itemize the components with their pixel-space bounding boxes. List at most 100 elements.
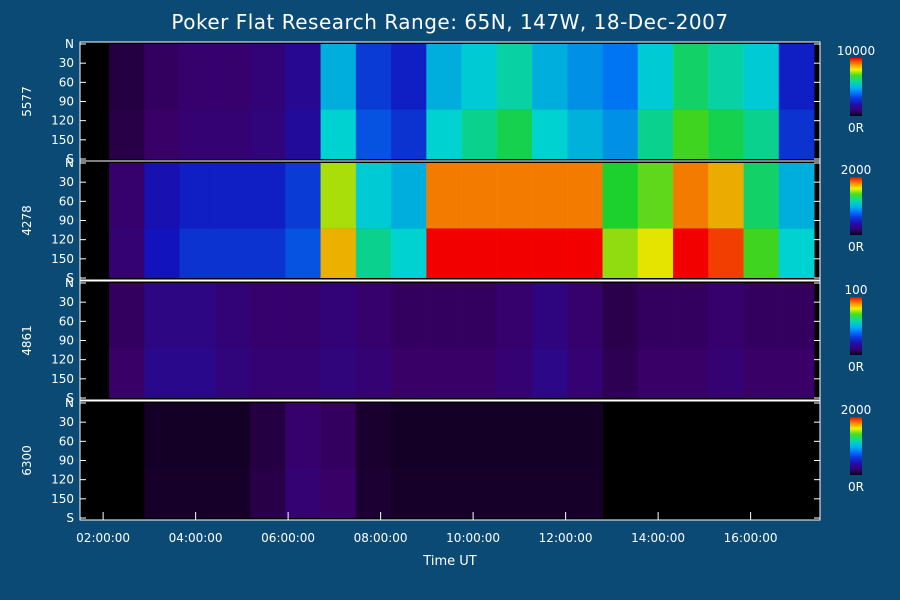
intensity-column bbox=[743, 44, 780, 110]
intensity-column bbox=[285, 468, 322, 518]
intensity-column bbox=[673, 283, 709, 349]
intensity-column bbox=[778, 163, 815, 229]
intensity-column bbox=[708, 109, 745, 159]
intensity-column bbox=[426, 348, 463, 398]
intensity-column bbox=[109, 283, 145, 349]
intensity-column bbox=[708, 44, 745, 110]
y-tick-label: 30 bbox=[59, 175, 74, 189]
intensity-column bbox=[285, 163, 322, 229]
y-tick-label: 150 bbox=[51, 252, 74, 266]
intensity-column bbox=[109, 348, 145, 398]
intensity-column bbox=[144, 403, 181, 469]
intensity-column bbox=[391, 109, 427, 159]
y-tick-label: S bbox=[66, 271, 74, 285]
intensity-column bbox=[355, 348, 392, 398]
intensity-column bbox=[214, 44, 251, 110]
y-tick-label: 120 bbox=[51, 353, 74, 367]
intensity-column bbox=[285, 228, 322, 278]
intensity-column bbox=[708, 283, 745, 349]
intensity-column bbox=[496, 163, 533, 229]
panel-name: 6300 bbox=[20, 445, 34, 476]
intensity-column bbox=[109, 228, 145, 278]
intensity-column bbox=[496, 403, 533, 469]
y-tick-label: 90 bbox=[59, 214, 74, 228]
intensity-column bbox=[285, 109, 322, 159]
x-tick-label: 16:00:00 bbox=[724, 531, 778, 545]
intensity-column bbox=[532, 109, 568, 159]
intensity-column bbox=[567, 109, 604, 159]
intensity-column bbox=[214, 403, 251, 469]
intensity-column bbox=[778, 283, 815, 349]
intensity-column bbox=[673, 348, 709, 398]
intensity-column bbox=[355, 163, 392, 229]
intensity-column bbox=[743, 348, 780, 398]
intensity-column bbox=[250, 109, 286, 159]
intensity-column bbox=[496, 44, 533, 110]
x-tick-label: 04:00:00 bbox=[169, 531, 223, 545]
intensity-column bbox=[250, 283, 286, 349]
intensity-column bbox=[496, 228, 533, 278]
intensity-column bbox=[320, 228, 357, 278]
intensity-column bbox=[355, 468, 392, 518]
x-tick-label: 06:00:00 bbox=[261, 531, 315, 545]
intensity-column bbox=[461, 348, 498, 398]
colorbar bbox=[850, 297, 862, 355]
y-tick-label: 60 bbox=[59, 434, 74, 448]
intensity-column bbox=[250, 468, 286, 518]
intensity-column bbox=[214, 228, 251, 278]
intensity-column bbox=[144, 44, 181, 110]
intensity-column bbox=[532, 163, 568, 229]
intensity-column bbox=[743, 228, 780, 278]
intensity-column bbox=[391, 348, 427, 398]
y-tick-label: 150 bbox=[51, 133, 74, 147]
intensity-column bbox=[461, 44, 498, 110]
y-tick-label: 120 bbox=[51, 114, 74, 128]
intensity-column bbox=[673, 44, 709, 110]
intensity-column bbox=[602, 283, 639, 349]
intensity-column bbox=[743, 163, 780, 229]
colorbar bbox=[850, 177, 862, 235]
intensity-column bbox=[637, 44, 674, 110]
intensity-column bbox=[673, 163, 709, 229]
intensity-column bbox=[144, 109, 181, 159]
intensity-column bbox=[461, 163, 498, 229]
intensity-column bbox=[496, 468, 533, 518]
colorbar bbox=[850, 417, 862, 475]
intensity-column bbox=[391, 403, 427, 469]
intensity-column bbox=[320, 348, 357, 398]
intensity-column bbox=[567, 228, 604, 278]
intensity-column bbox=[602, 109, 639, 159]
y-tick-label: N bbox=[65, 276, 74, 290]
intensity-column bbox=[778, 44, 815, 110]
intensity-column bbox=[708, 163, 745, 229]
y-tick-label: 30 bbox=[59, 415, 74, 429]
intensity-column bbox=[426, 283, 463, 349]
intensity-column bbox=[496, 109, 533, 159]
intensity-column bbox=[708, 348, 745, 398]
intensity-column bbox=[144, 348, 181, 398]
y-tick-label: S bbox=[66, 152, 74, 166]
panel-name: 4861 bbox=[20, 325, 34, 356]
intensity-column bbox=[637, 109, 674, 159]
intensity-column bbox=[602, 163, 639, 229]
intensity-column bbox=[355, 403, 392, 469]
intensity-column bbox=[426, 109, 463, 159]
y-tick-label: 120 bbox=[51, 473, 74, 487]
intensity-column bbox=[567, 44, 604, 110]
intensity-column bbox=[320, 283, 357, 349]
intensity-column bbox=[179, 44, 216, 110]
intensity-column bbox=[673, 228, 709, 278]
y-tick-label: N bbox=[65, 37, 74, 51]
intensity-column bbox=[109, 163, 145, 229]
y-tick-label: 30 bbox=[59, 295, 74, 309]
intensity-column bbox=[426, 228, 463, 278]
intensity-column bbox=[179, 468, 216, 518]
intensity-column bbox=[532, 228, 568, 278]
intensity-column bbox=[320, 163, 357, 229]
intensity-column bbox=[320, 44, 357, 110]
y-tick-label: 90 bbox=[59, 454, 74, 468]
intensity-column bbox=[461, 468, 498, 518]
intensity-column bbox=[567, 163, 604, 229]
intensity-column bbox=[778, 228, 815, 278]
